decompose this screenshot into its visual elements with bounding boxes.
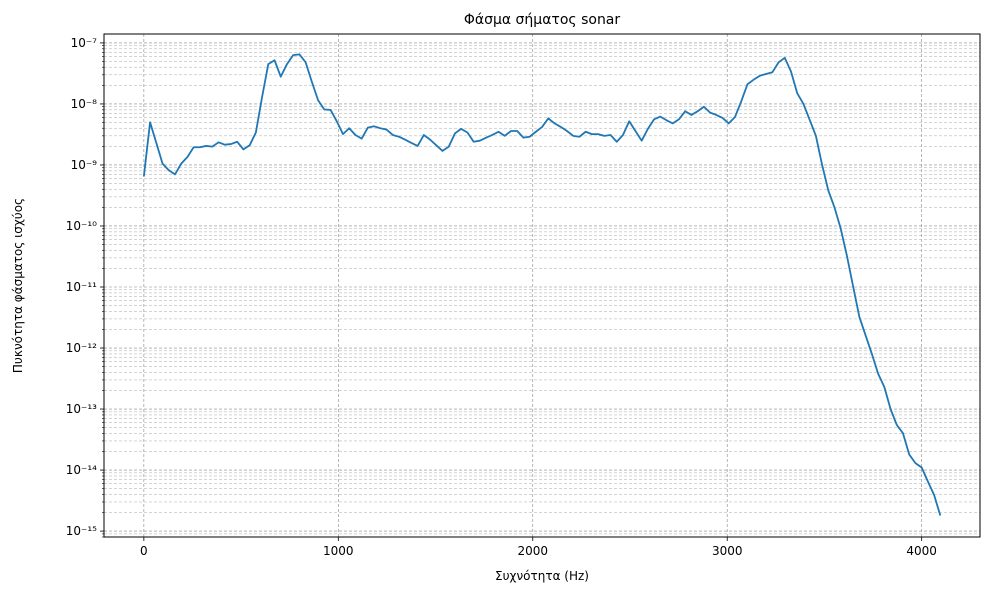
y-tick-label: 10⁻¹⁰	[66, 219, 97, 233]
y-tick-label: 10⁻⁸	[71, 97, 98, 111]
plot-frame	[103, 33, 981, 538]
x-tick-label: 4000	[906, 544, 937, 558]
x-tick-label: 0	[140, 544, 148, 558]
y-tick-label: 10⁻¹¹	[66, 280, 97, 294]
y-axis-label: Πυκνότητα φάσματος ισχύος	[11, 198, 25, 373]
x-axis-label: Συχνότητα (Hz)	[495, 569, 589, 583]
x-tick-label: 1000	[323, 544, 354, 558]
y-tick-label: 10⁻⁷	[71, 36, 98, 50]
ticks: 0 1000 2000 3000 4000 10⁻¹⁵ 10⁻¹⁴ 10⁻¹³ 10⁻¹² 10⁻…	[66, 36, 937, 558]
x-tick-label: 2000	[517, 544, 548, 558]
grid	[104, 34, 980, 538]
y-tick-label: 10⁻¹⁵	[66, 524, 97, 538]
series-line	[142, 53, 942, 516]
y-tick-label: 10⁻¹³	[66, 402, 97, 416]
y-tick-label: 10⁻¹²	[66, 341, 97, 355]
chart-title: Φάσμα σήματος sonar	[464, 12, 621, 28]
y-tick-label: 10⁻⁹	[71, 158, 98, 172]
y-tick-label: 10⁻¹⁴	[66, 463, 97, 477]
series-layer	[142, 53, 942, 516]
x-tick-label: 3000	[712, 544, 743, 558]
